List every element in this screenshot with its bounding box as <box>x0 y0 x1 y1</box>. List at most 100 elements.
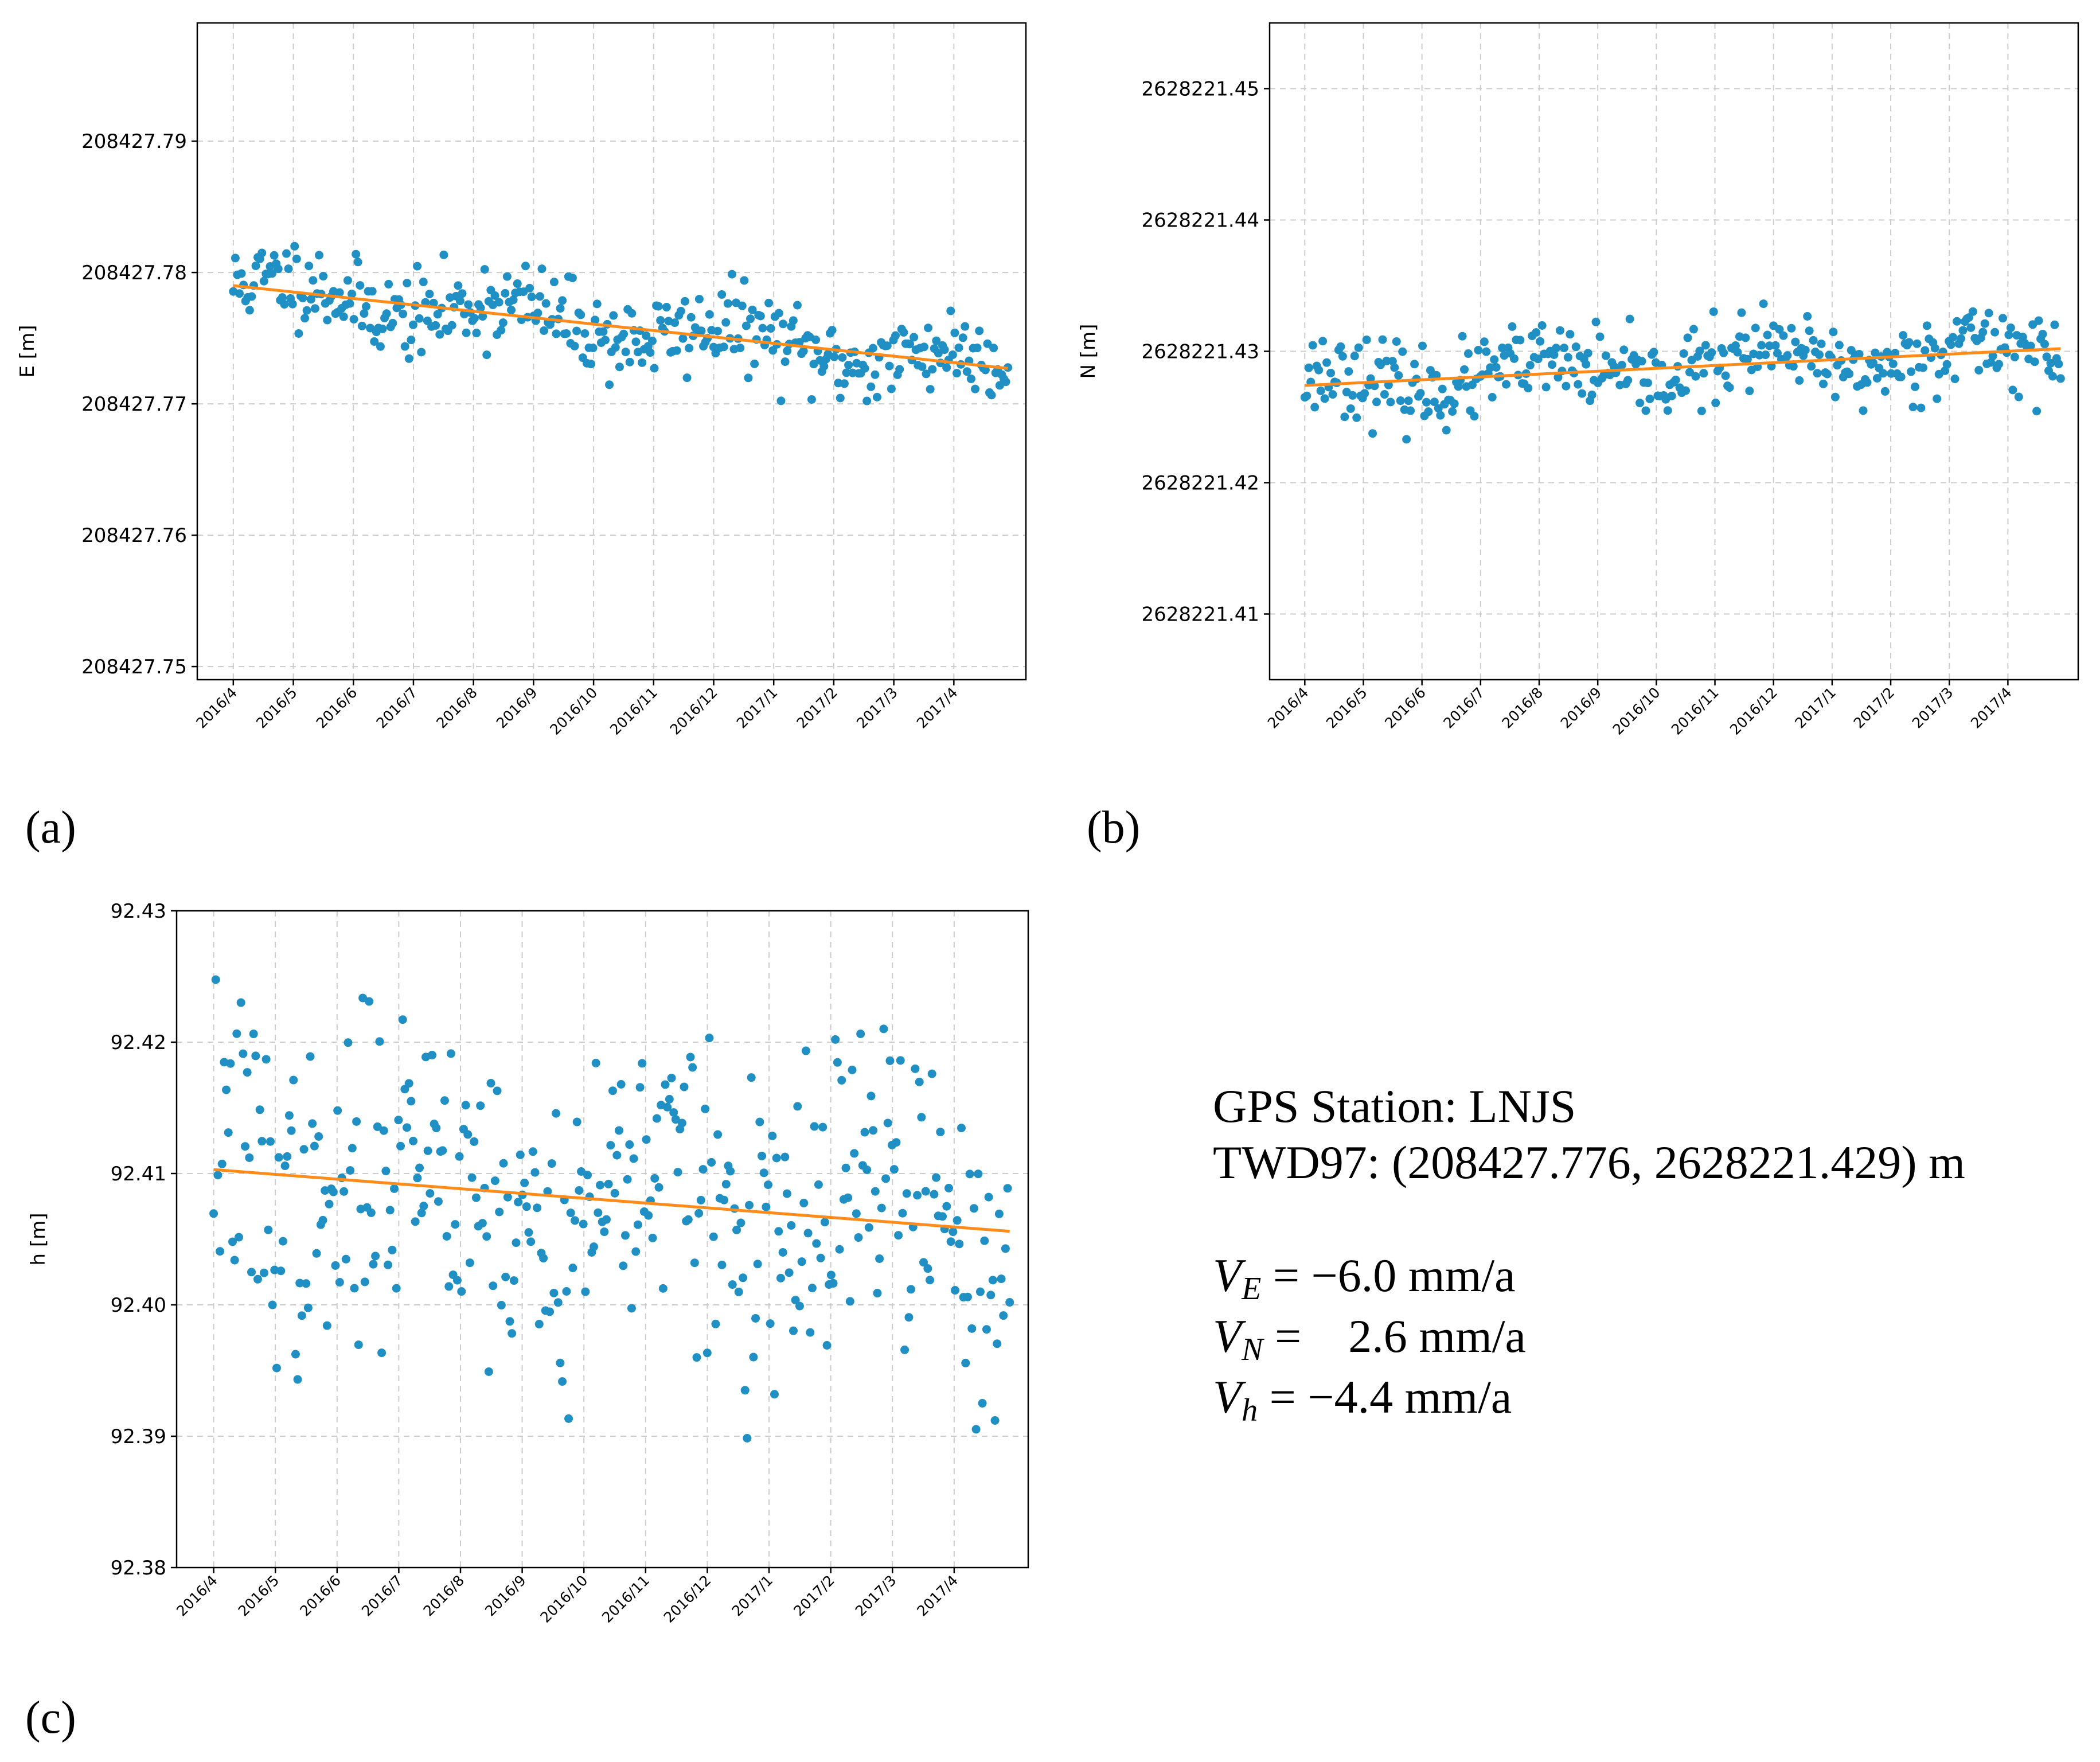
data-point <box>938 1212 947 1221</box>
data-point <box>1430 397 1439 407</box>
data-point <box>470 314 479 323</box>
data-point <box>1863 378 1872 387</box>
data-point <box>1859 406 1868 415</box>
data-point <box>1578 389 1587 398</box>
data-point <box>830 352 839 361</box>
x-tick-label: 2017/2 <box>793 684 841 732</box>
panel-label-c: (c) <box>25 1693 76 1743</box>
data-point <box>545 1307 555 1316</box>
data-point <box>948 350 957 360</box>
data-point <box>713 1130 723 1139</box>
data-point <box>1695 346 1704 356</box>
data-point <box>1805 326 1814 336</box>
data-point <box>650 364 659 373</box>
data-point <box>552 1109 561 1118</box>
data-point <box>795 338 804 347</box>
data-point <box>361 302 370 311</box>
data-point <box>1617 360 1626 369</box>
data-point <box>833 1058 842 1067</box>
data-point <box>302 306 311 315</box>
data-point <box>776 1273 785 1282</box>
data-point <box>721 318 731 327</box>
data-point <box>739 1273 748 1282</box>
data-point <box>619 1261 628 1270</box>
data-point <box>866 382 876 391</box>
y-tick-label: 208427.79 <box>81 130 187 153</box>
data-point <box>789 316 798 325</box>
data-point <box>508 1329 517 1338</box>
data-point <box>1801 345 1810 354</box>
data-point <box>946 306 955 315</box>
data-point <box>431 321 440 330</box>
data-point <box>1930 344 1939 353</box>
data-point <box>1392 337 1401 346</box>
data-point <box>875 1254 884 1263</box>
data-point <box>1386 397 1395 407</box>
data-point <box>556 1358 565 1367</box>
data-point <box>370 337 379 346</box>
data-point <box>384 279 393 289</box>
data-point <box>236 998 245 1007</box>
data-point <box>2030 357 2039 367</box>
data-point <box>975 1287 985 1296</box>
data-point <box>926 1276 935 1285</box>
data-point <box>1001 1244 1010 1253</box>
data-point <box>1830 392 1840 401</box>
data-point <box>280 300 289 309</box>
data-point <box>490 1176 499 1186</box>
data-point <box>953 1216 962 1225</box>
data-point <box>354 1340 363 1350</box>
data-point <box>635 1083 645 1092</box>
data-point <box>583 1171 592 1180</box>
data-point <box>1304 363 1313 372</box>
data-point <box>274 1153 283 1162</box>
data-point <box>1643 379 1652 388</box>
data-point <box>780 1152 790 1161</box>
data-point <box>314 1132 323 1141</box>
data-point <box>783 346 792 356</box>
y-tick-label: 2628221.44 <box>1142 209 1260 232</box>
data-point <box>572 326 581 336</box>
data-point <box>306 295 315 304</box>
data-point <box>734 1287 743 1296</box>
data-point <box>213 1171 223 1180</box>
data-point <box>398 1015 407 1024</box>
data-point <box>2038 330 2047 339</box>
data-point <box>987 391 996 400</box>
data-point <box>499 1159 508 1168</box>
data-point <box>816 1253 825 1262</box>
data-point <box>612 1151 622 1160</box>
data-point <box>385 1206 395 1215</box>
data-point <box>1761 350 1770 360</box>
data-point <box>438 1146 447 1155</box>
data-point <box>774 309 783 318</box>
data-point <box>1370 381 1379 391</box>
data-point <box>216 1247 225 1256</box>
data-point <box>357 321 366 330</box>
data-point <box>756 311 765 321</box>
data-point <box>2034 316 2043 325</box>
data-point <box>1855 349 1864 358</box>
data-point <box>568 1264 577 1273</box>
data-point <box>1625 314 1634 323</box>
data-point <box>255 1105 264 1114</box>
data-point <box>801 1046 810 1055</box>
data-point <box>619 329 629 338</box>
data-point <box>231 254 240 263</box>
data-point <box>997 1274 1006 1284</box>
data-point <box>1509 354 1519 363</box>
data-point <box>417 348 426 357</box>
data-point <box>1583 349 1592 358</box>
data-point <box>568 274 577 283</box>
panel-label-b: (b) <box>1087 802 1141 853</box>
data-point <box>344 1038 353 1047</box>
data-point <box>591 315 600 325</box>
data-point <box>831 1035 840 1044</box>
data-point <box>759 1168 768 1178</box>
data-point <box>1005 1298 1014 1307</box>
data-point <box>1743 354 1752 364</box>
x-tick-label: 2016/6 <box>313 684 361 732</box>
data-point <box>950 328 959 337</box>
data-point <box>749 1352 758 1362</box>
data-point <box>253 1274 262 1284</box>
